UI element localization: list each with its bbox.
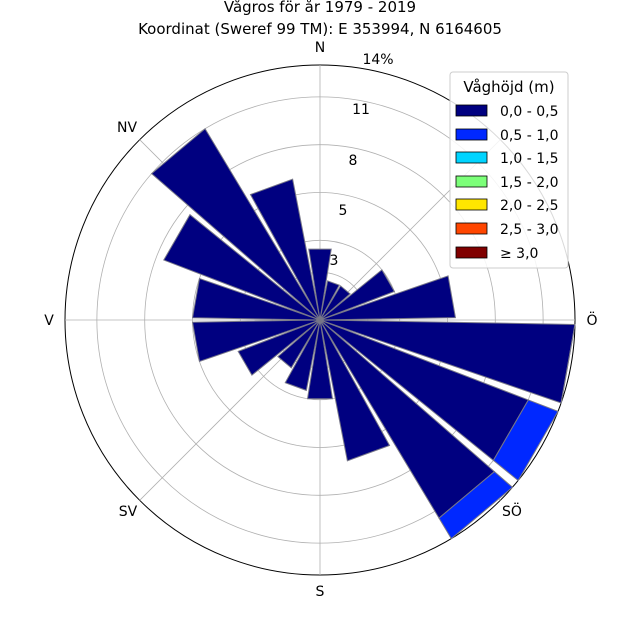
legend-swatch-5 (455, 222, 488, 235)
radial-tick-label-11: 11 (352, 102, 370, 118)
radial-tick-label-5: 5 (339, 203, 348, 219)
direction-label-so: SÖ (502, 502, 522, 520)
legend-swatch-1 (455, 128, 488, 141)
rose-bar-340-bin-0 (249, 178, 321, 321)
radial-tick-label-14: 14% (362, 52, 393, 68)
rose-bar-200-bin-0 (284, 319, 321, 392)
rose-bars (150, 127, 576, 540)
legend-label-6: ≥ 3,0 (500, 246, 538, 262)
rose-bar-0-bin-0 (308, 248, 332, 321)
legend-swatch-0 (455, 104, 488, 117)
rose-bar-80-bin-0 (319, 275, 457, 321)
rose-bar-100-bin-1 (560, 324, 576, 404)
legend-swatch-3 (455, 175, 488, 188)
direction-label-n: N (315, 40, 325, 56)
rose-bar-40-bin-0 (319, 285, 351, 321)
legend-swatch-2 (455, 151, 488, 164)
rose-bar-20-bin-0 (319, 280, 341, 321)
rose-bar-320-bin-0 (150, 127, 321, 321)
direction-label-s: S (316, 584, 325, 600)
chart-title: Vågros för år 1979 - 2019 (224, 0, 416, 16)
radial-tick-label-3: 3 (330, 253, 339, 269)
legend: Våghöjd (m) 0,0 - 0,5 0,5 - 1,0 1,0 - 1,… (449, 71, 569, 269)
radial-tick-label-8: 8 (349, 153, 358, 169)
direction-label-sv: SV (119, 504, 138, 520)
rose-bar-160-bin-0 (319, 319, 391, 462)
rose-bar-260-bin-0 (191, 319, 321, 363)
rose-bar-300-bin-0 (163, 213, 321, 321)
legend-frame (449, 71, 569, 269)
legend-label-0: 0,0 - 0,5 (500, 104, 558, 120)
rose-bar-140-bin-1 (438, 470, 514, 540)
direction-label-nv: NV (117, 120, 137, 136)
legend-title: Våghöjd (m) (463, 78, 554, 96)
legend-label-4: 2,0 - 2,5 (500, 198, 558, 214)
direction-label-o: Ö (586, 311, 597, 329)
legend-label-3: 1,5 - 2,0 (500, 175, 558, 191)
legend-swatch-4 (455, 198, 488, 211)
chart-subtitle: Koordinat (Sweref 99 TM): E 353994, N 61… (138, 20, 502, 38)
legend-label-1: 0,5 - 1,0 (500, 128, 558, 144)
legend-label-5: 2,5 - 3,0 (500, 222, 558, 238)
legend-swatch-6 (455, 246, 488, 259)
legend-label-2: 1,0 - 1,5 (500, 151, 558, 167)
rose-bar-280-bin-0 (191, 277, 321, 321)
direction-label-v: V (44, 313, 54, 329)
rose-bar-180-bin-0 (306, 319, 334, 400)
rose-bar-120-bin-1 (492, 399, 559, 482)
rose-bar-60-bin-0 (319, 269, 396, 321)
rose-bar-220-bin-0 (277, 319, 321, 369)
rose-bar-240-bin-0 (237, 319, 321, 376)
